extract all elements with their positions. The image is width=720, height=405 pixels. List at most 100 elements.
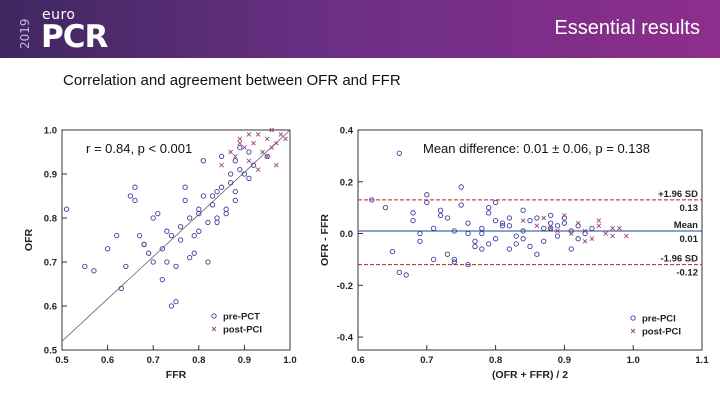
data-point-circle [228,180,234,186]
x-axis-label: FFR [166,369,187,381]
data-point-circle [132,197,138,204]
data-point-cross [237,136,243,142]
data-point-circle [150,259,156,265]
data-point-circle [237,144,243,151]
data-point-cross [228,149,234,155]
plot-frame [357,129,703,351]
bland-altman-annotation: Mean difference: 0.01 ± 0.06, p = 0.138 [423,141,650,156]
data-point-circle [424,199,430,206]
y-tick-label: 0.6 [44,302,57,313]
data-point-circle [506,246,513,252]
data-point-circle [232,197,238,204]
data-point-cross [274,140,279,146]
x-tick-label: 0.7 [147,355,160,366]
data-point-circle [246,149,252,155]
data-point-circle [205,219,211,226]
data-point-circle [232,188,238,195]
data-point-cross [610,226,615,231]
data-point-circle [191,250,197,256]
data-point-circle [91,268,97,274]
data-point-circle [492,199,499,206]
data-point-cross [610,233,615,239]
x-tick-label: 0.5 [55,355,69,366]
data-point-circle [214,188,220,195]
data-point-cross [264,154,270,159]
x-tick-label: 0.9 [238,355,251,366]
data-point-circle [196,206,202,212]
data-point-circle [437,212,444,219]
data-point-circle [417,238,423,244]
data-point-circle [104,246,111,252]
data-point-cross [589,236,595,242]
data-point-cross [534,223,540,229]
data-point-circle [568,246,574,252]
data-point-circle [228,171,234,177]
legend-marker [211,326,217,332]
data-point-circle [187,215,193,221]
data-point-cross [596,223,602,229]
reference-line-value: -0.12 [676,268,698,279]
data-point-cross [251,140,256,146]
data-point-circle [164,228,170,234]
data-point-circle [506,215,513,221]
data-point-circle [534,251,540,257]
data-point-circle [396,269,402,276]
header-banner: 2019 euro PCR Essential results [0,0,720,58]
data-point-circle [177,224,184,230]
legend-label: pre-PCT [223,312,260,323]
y-tick-label: 0.9 [44,170,57,181]
legend-marker [630,328,636,334]
data-point-cross [582,238,588,244]
data-point-circle [424,192,430,198]
data-point-circle [417,230,423,237]
data-point-circle [499,223,506,229]
data-point-circle [472,238,478,244]
data-point-circle [389,248,396,255]
data-point-circle [177,237,184,243]
data-point-circle [187,254,193,261]
data-point-circle [541,238,547,244]
data-point-circle [492,236,499,242]
data-point-cross [246,132,252,137]
legend-marker [211,313,217,319]
data-point-cross [603,231,608,236]
data-point-circle [209,193,216,199]
data-point-circle [150,215,156,221]
data-point-cross [562,213,567,218]
data-point-circle [431,225,437,232]
data-point-circle [431,256,437,263]
data-point-cross [541,215,547,221]
data-point-circle [451,228,457,234]
y-tick-label: 0.7 [44,258,57,269]
data-point-circle [520,207,526,213]
data-point-circle [173,263,179,270]
reference-line-value: 0.01 [680,234,699,245]
data-point-circle [486,210,492,216]
data-point-circle [114,232,120,239]
reference-line-label: Mean [674,220,698,231]
data-point-circle [534,215,540,221]
data-point-circle [465,261,471,268]
data-point-circle [575,236,581,242]
page-title: Essential results [554,17,700,39]
data-point-circle [127,193,134,199]
data-point-circle [437,207,444,213]
data-point-circle [479,230,485,237]
data-point-cross [278,132,284,137]
y-tick-label: 0.2 [340,177,353,188]
regression-line [61,129,291,342]
data-point-cross [568,231,574,236]
data-point-cross [269,127,275,133]
data-point-circle [250,162,257,168]
data-point-cross [255,167,261,172]
data-point-circle [164,259,170,265]
data-point-circle [472,243,478,250]
data-point-circle [159,246,165,252]
data-point-circle [382,204,389,211]
data-point-circle [527,217,533,224]
data-point-circle [132,184,138,190]
y-axis-label: OFR - FFR [319,214,331,266]
data-point-circle [205,259,211,265]
data-point-circle [465,220,471,226]
y-tick-label: 0.4 [340,126,354,137]
